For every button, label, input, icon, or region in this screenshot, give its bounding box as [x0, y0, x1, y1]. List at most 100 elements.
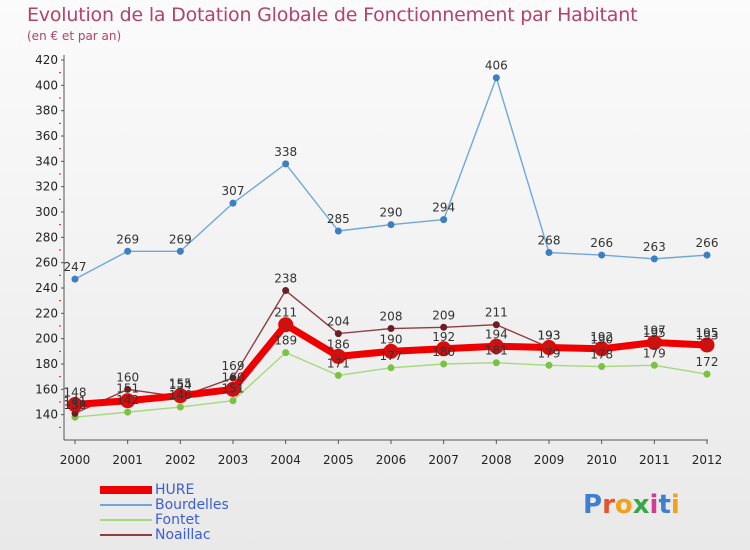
x-tick-label-2009: 2009	[534, 453, 565, 467]
x-tick-label-2012: 2012	[692, 453, 723, 467]
point-bourdelles-2005	[334, 227, 342, 235]
point-hure-2009	[541, 340, 557, 356]
data-label-bourdelles-2003: 307	[222, 184, 245, 198]
y-tick-label-280: 280	[35, 230, 58, 244]
point-bourdelles-2000	[71, 275, 79, 283]
logo-letter: x	[632, 490, 650, 520]
x-tick-label-2001: 2001	[112, 453, 143, 467]
y-tick-label-180: 180	[35, 357, 58, 371]
point-hure-2006	[383, 343, 399, 359]
point-hure-2008	[488, 338, 504, 354]
point-fontet-2009	[545, 361, 553, 369]
x-tick-label-2004: 2004	[270, 453, 301, 467]
point-bourdelles-2007	[440, 216, 448, 224]
point-bourdelles-2011	[650, 255, 658, 263]
legend-swatch-fontet	[100, 519, 152, 521]
legend-swatch-bourdelles	[100, 504, 152, 506]
data-label-bourdelles-2012: 266	[696, 236, 719, 250]
point-noaillac-2001	[124, 385, 132, 393]
point-bourdelles-2002	[176, 247, 184, 255]
point-fontet-2002	[176, 403, 184, 411]
data-label-fontet-2005: 171	[327, 356, 350, 370]
x-tick-label-2000: 2000	[60, 453, 91, 467]
point-hure-2005	[330, 348, 346, 364]
data-label-bourdelles-2008: 406	[485, 59, 508, 73]
point-fontet-2011	[650, 361, 658, 369]
logo-letter: o	[614, 490, 633, 520]
data-label-hure-2000: 148	[64, 386, 87, 400]
proxiti-logo: Proxiti	[583, 490, 680, 520]
data-label-fontet-2006: 177	[380, 349, 403, 363]
data-label-bourdelles-2001: 269	[116, 232, 139, 246]
data-label-fontet-2009: 179	[538, 346, 561, 360]
data-label-bourdelles-2005: 285	[327, 212, 350, 226]
logo-letter: i	[670, 490, 680, 520]
data-label-bourdelles-2004: 338	[274, 145, 297, 159]
x-tick-label-2010: 2010	[586, 453, 617, 467]
data-label-hure-2009: 193	[538, 329, 561, 343]
data-label-hure-2012: 195	[696, 326, 719, 340]
logo-letter: P	[583, 490, 603, 520]
logo-letter: i	[649, 490, 659, 520]
data-label-noaillac-2003: 169	[222, 359, 245, 373]
point-noaillac-2006	[387, 325, 395, 333]
legend-label-hure: HURE	[155, 482, 195, 498]
data-label-noaillac-2012: 193	[696, 329, 719, 343]
data-label-hure-2008: 194	[485, 327, 508, 341]
point-hure-2007	[436, 341, 452, 357]
point-noaillac-2008	[492, 321, 500, 329]
x-tick-label-2011: 2011	[639, 453, 670, 467]
data-label-noaillac-2000: 141	[64, 394, 87, 408]
data-label-fontet-2000: 138	[64, 398, 87, 412]
x-tick-label-2007: 2007	[428, 453, 459, 467]
point-fontet-2012	[703, 370, 711, 378]
y-tick-label-400: 400	[35, 78, 58, 92]
point-hure-2002	[172, 388, 188, 404]
data-label-fontet-2010: 178	[590, 348, 613, 362]
legend-swatch-hure	[100, 486, 152, 494]
data-label-bourdelles-2010: 266	[590, 236, 613, 250]
point-noaillac-2007	[440, 323, 448, 331]
legend-swatch-noaillac	[100, 534, 152, 536]
y-tick-label-220: 220	[35, 306, 58, 320]
data-label-noaillac-2001: 160	[116, 370, 139, 384]
legend-label-fontet: Fontet	[155, 512, 200, 528]
data-label-noaillac-2005: 204	[327, 315, 350, 329]
data-label-hure-2010: 192	[590, 330, 613, 344]
y-tick-label-200: 200	[35, 332, 58, 346]
data-label-noaillac-2006: 208	[380, 310, 403, 324]
data-label-noaillac-2010: 190	[590, 332, 613, 346]
y-tick-label-420: 420	[35, 53, 58, 67]
data-label-hure-2004: 211	[274, 306, 297, 320]
point-fontet-2004	[282, 349, 290, 357]
data-label-bourdelles-2006: 290	[380, 206, 403, 220]
data-label-fontet-2001: 142	[116, 393, 139, 407]
point-bourdelles-2008	[492, 74, 500, 82]
point-fontet-2008	[492, 359, 500, 367]
chart-data-labels: 247 269 269 307 338 285 290 294 406 268 266 263 266 1…	[64, 59, 719, 412]
data-label-hure-2007: 192	[432, 330, 455, 344]
x-tick-label-2006: 2006	[376, 453, 407, 467]
data-label-fontet-2011: 179	[643, 346, 666, 360]
x-tick-label-2002: 2002	[165, 453, 196, 467]
point-noaillac-2004	[282, 287, 290, 295]
point-hure-2011	[646, 334, 662, 350]
data-label-fontet-2012: 172	[696, 355, 719, 369]
y-tick-label-320: 320	[35, 180, 58, 194]
x-tick-label-2008: 2008	[481, 453, 512, 467]
legend-label-bourdelles: Bourdelles	[155, 497, 229, 513]
point-hure-2003	[225, 381, 241, 397]
y-tick-label-240: 240	[35, 281, 58, 295]
point-noaillac-2005	[334, 330, 342, 338]
data-label-bourdelles-2002: 269	[169, 232, 192, 246]
point-hure-2001	[120, 393, 136, 409]
point-hure-2004	[278, 317, 294, 333]
data-label-fontet-2003: 151	[222, 382, 245, 396]
chart-axes: 140 160 180 200 220 240 260 280 300 320 340 360 380 4…	[35, 53, 722, 467]
data-label-fontet-2002: 146	[169, 388, 192, 402]
data-label-hure-2001: 151	[116, 382, 139, 396]
logo-letter: t	[658, 490, 671, 520]
data-label-noaillac-2002: 154	[169, 378, 192, 392]
data-label-fontet-2004: 189	[274, 334, 297, 348]
